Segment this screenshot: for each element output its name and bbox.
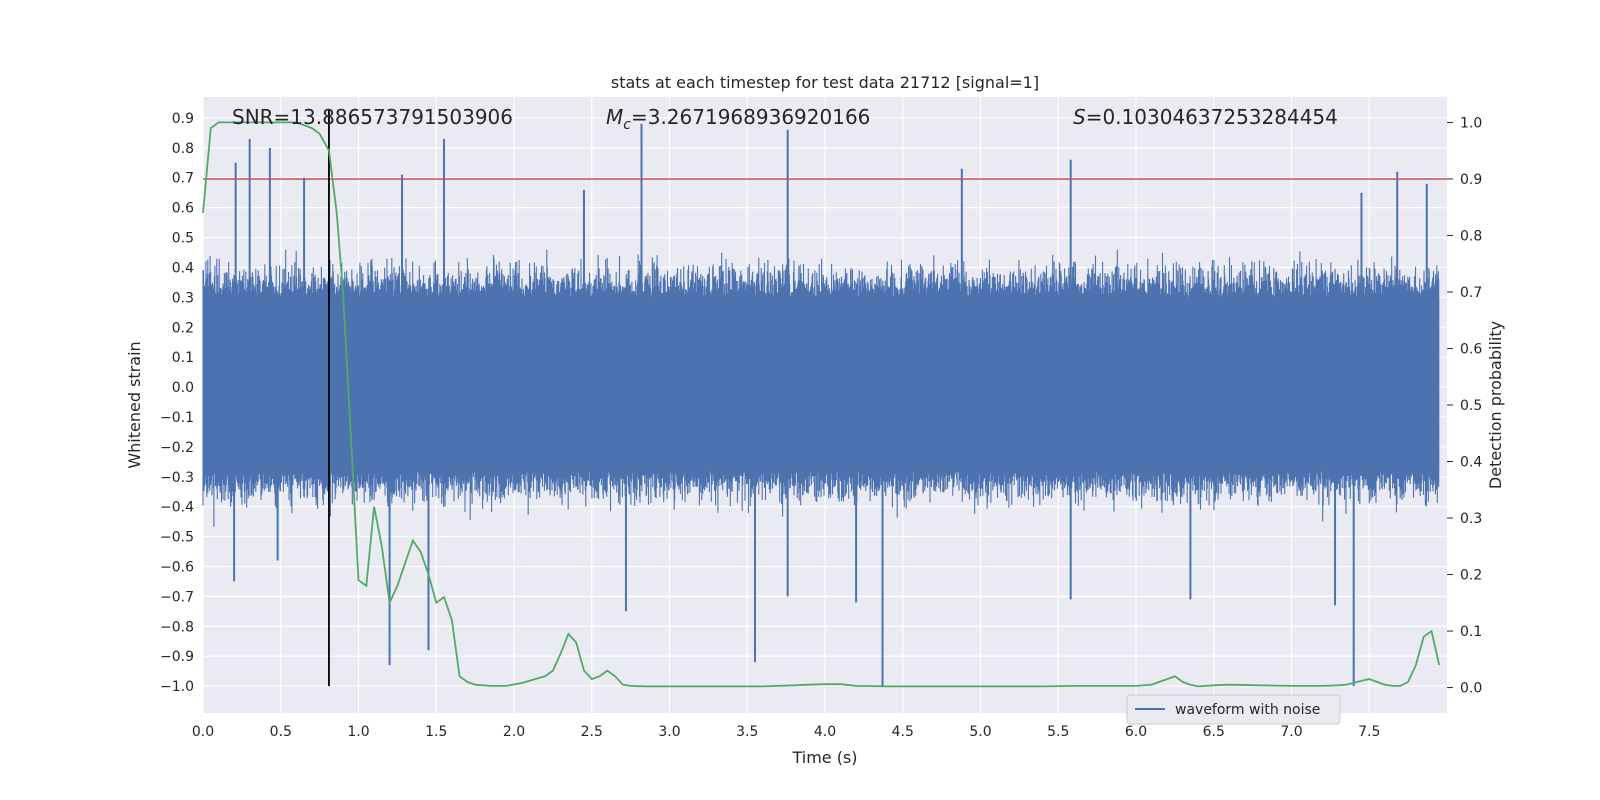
s-annotation: S=0.10304637253284454: [1073, 105, 1338, 129]
chart-title: stats at each timestep for test data 217…: [611, 73, 1039, 92]
y2-tick-label: 0.7: [1460, 285, 1482, 301]
s-value: =0.10304637253284454: [1086, 105, 1338, 129]
y-tick-label: 0.2: [172, 320, 194, 336]
y-tick-label: 0.9: [172, 111, 194, 127]
y2-tick-label: 0.0: [1460, 681, 1482, 697]
x-tick-label: 2.5: [581, 724, 603, 740]
x-tick-label: 1.0: [347, 724, 369, 740]
x-tick-label: 5.0: [969, 724, 991, 740]
mc-subscript: c: [623, 117, 631, 133]
y-tick-label: 0.0: [172, 380, 194, 396]
legend: waveform with noise: [1126, 694, 1341, 725]
y-tick-label: −0.2: [160, 440, 194, 456]
waveform-series: [202, 123, 1440, 687]
y-tick-label: 0.6: [172, 201, 194, 217]
x-tick-label: 6.0: [1125, 724, 1147, 740]
y2-tick-label: 0.1: [1460, 624, 1482, 640]
y2-tick-label: 0.2: [1460, 568, 1482, 584]
x-tick-label: 3.0: [658, 724, 680, 740]
x-tick-label: 6.5: [1203, 724, 1225, 740]
y-tick-label: 0.8: [172, 141, 194, 157]
mc-value: =3.2671968936920166: [631, 105, 870, 129]
y-tick-label: −0.6: [160, 559, 194, 575]
x-tick-label: 7.5: [1358, 724, 1380, 740]
y2-tick-label: 1.0: [1460, 115, 1482, 131]
s-symbol: S: [1073, 105, 1086, 129]
probability-series: [202, 108, 1447, 688]
y2-tick-label: 0.5: [1460, 398, 1482, 414]
y-tick-label: 0.3: [172, 290, 194, 306]
x-tick-label: 5.5: [1047, 724, 1069, 740]
y-tick-label: 0.4: [172, 260, 194, 276]
x-axis-ticks: 0.0 0.5 1.0 1.5 2.0 2.5 3.0 3.5 4.0 4.5 5.0 5.5 6.0 6…: [192, 724, 1381, 740]
y-tick-label: −0.8: [160, 619, 194, 635]
x-axis-label: Time (s): [791, 748, 857, 767]
y-axis-label: Whitened strain: [125, 341, 144, 468]
waveform-core: [203, 297, 1440, 471]
y-tick-label: 0.7: [172, 171, 194, 187]
y-tick-label: −0.1: [160, 410, 194, 426]
legend-box: [1126, 694, 1341, 725]
x-tick-label: 4.0: [814, 724, 836, 740]
y2-tick-label: 0.4: [1460, 455, 1482, 471]
x-tick-label: 1.5: [425, 724, 447, 740]
y-tick-label: −0.5: [160, 530, 194, 546]
y2-axis-label: Detection probability: [1486, 321, 1505, 489]
y2-tick-label: 0.8: [1460, 228, 1482, 244]
x-tick-label: 7.0: [1280, 724, 1302, 740]
y-tick-label: −1.0: [160, 679, 194, 695]
y-tick-label: −0.9: [160, 649, 194, 665]
x-tick-label: 2.0: [503, 724, 525, 740]
y-tick-label: 0.5: [172, 231, 194, 247]
y2-axis-ticks: 0.0 0.1 0.2 0.3 0.4 0.5 0.6 0.7 0.8 0.9 1.0: [1447, 115, 1482, 697]
x-tick-label: 3.5: [736, 724, 758, 740]
probability-line: [202, 121, 1441, 688]
y-axis-ticks: −1.0 −0.9 −0.8 −0.7 −0.6 −0.5 −0.4 −0.3 −0.2 −0.1…: [160, 111, 194, 695]
y2-tick-label: 0.6: [1460, 341, 1482, 357]
x-tick-label: 4.5: [892, 724, 914, 740]
legend-label-waveform: waveform with noise: [1175, 702, 1320, 718]
snr-annotation: SNR=13.886573791503906: [232, 105, 513, 129]
y-tick-label: 0.1: [172, 350, 194, 366]
y2-tick-label: 0.9: [1460, 172, 1482, 188]
x-tick-label: 0.5: [270, 724, 292, 740]
y-tick-label: −0.4: [160, 500, 194, 516]
mc-annotation: Mc=3.2671968936920166: [606, 105, 870, 133]
y-tick-label: −0.3: [160, 470, 194, 486]
y2-tick-label: 0.3: [1460, 511, 1482, 527]
y-tick-label: −0.7: [160, 589, 194, 605]
x-tick-label: 0.0: [192, 724, 214, 740]
mc-symbol: M: [606, 105, 623, 129]
